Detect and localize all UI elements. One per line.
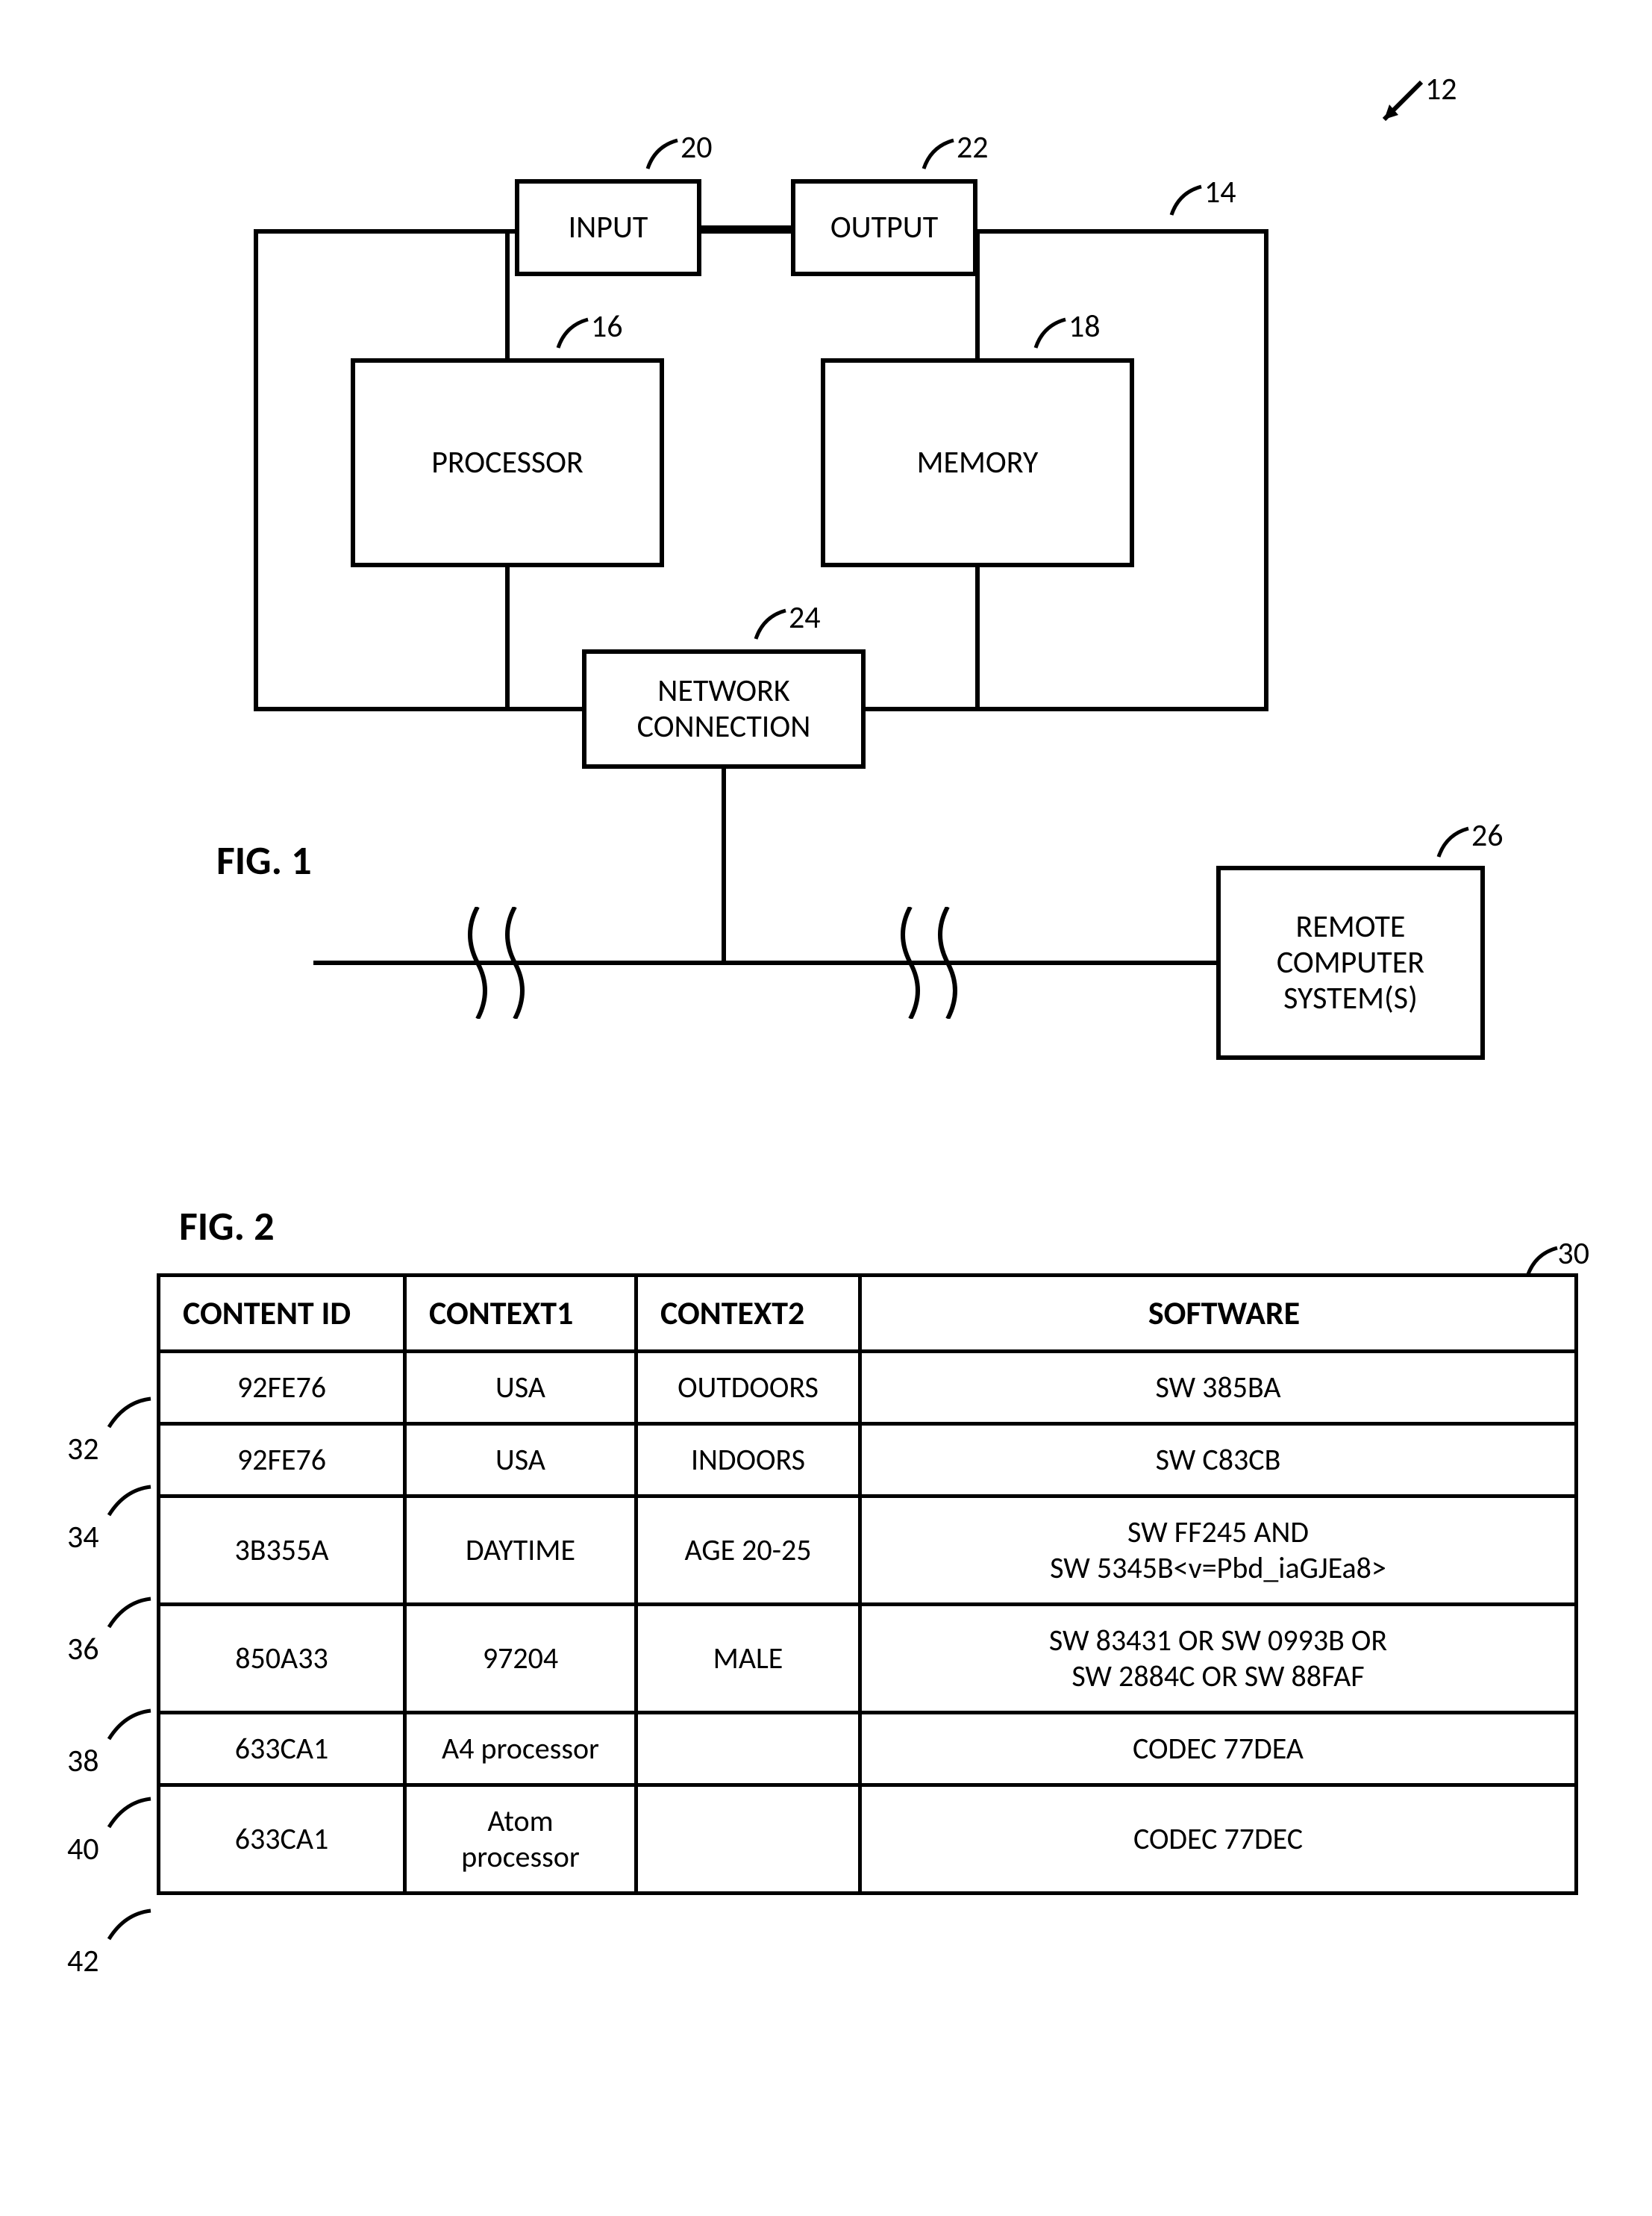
conn-mem-bot [975, 567, 980, 707]
table-cell: INDOORS [636, 1423, 860, 1496]
box-output-label: OUTPUT [830, 210, 938, 246]
box-processor-label: PROCESSOR [431, 445, 583, 481]
box-network-label: NETWORK CONNECTION [637, 673, 811, 746]
col-content-id: CONTENT ID [159, 1276, 405, 1352]
table-wrap: 30 CONTENT ID CONTEXT1 CONTEXT2 SOFTWARE [157, 1273, 1574, 1895]
break-left-2 [500, 907, 530, 1019]
table-cell: CODEC 77DEC [860, 1785, 1577, 1893]
table-cell: AGE 20-25 [636, 1496, 860, 1604]
conn-proc-top [505, 234, 510, 358]
table-cell: 97204 [405, 1604, 636, 1712]
bus-right [1264, 229, 1268, 711]
table-cell: A4 processor [405, 1712, 636, 1785]
table-cell: SW 83431 OR SW 0993B OR SW 2884C OR SW 8… [860, 1604, 1577, 1712]
fig2-label: FIG. 2 [179, 1202, 1622, 1251]
row-ref: 42 [67, 1933, 99, 1971]
table-row: 850A3397204MALESW 83431 OR SW 0993B OR S… [159, 1604, 1577, 1712]
bus-left [254, 229, 258, 711]
table-cell: 633CA1 [159, 1785, 405, 1893]
break-right-2 [933, 907, 963, 1019]
box-memory-label: MEMORY [917, 445, 1039, 481]
table-row: 633CA1Atom processor CODEC 77DEC [159, 1785, 1577, 1893]
table-cell: Atom processor [405, 1785, 636, 1893]
box-output: OUTPUT [791, 179, 977, 276]
conn-net-down [722, 769, 726, 963]
table-row: 92FE76USAINDOORSSW C83CB [159, 1423, 1577, 1496]
table-cell: 92FE76 [159, 1423, 405, 1496]
table-row: 92FE76USAOUTDOORSSW 385BA [159, 1351, 1577, 1423]
box-processor: PROCESSOR [351, 358, 664, 567]
box-network: NETWORK CONNECTION [582, 649, 866, 769]
figure-1: 12 14 INPUT 20 OUTPUT 22 [30, 30, 1622, 1112]
row-ref: 36 [67, 1621, 99, 1659]
box-input-label: INPUT [569, 210, 648, 246]
table-cell: USA [405, 1423, 636, 1496]
fig1-label: FIG. 1 [216, 836, 312, 885]
row-ref: 34 [67, 1509, 99, 1547]
box-remote: REMOTE COMPUTER SYSTEM(S) [1216, 866, 1485, 1060]
col-context2: CONTEXT2 [636, 1276, 860, 1352]
box-memory: MEMORY [821, 358, 1134, 567]
box-remote-label: REMOTE COMPUTER SYSTEM(S) [1277, 909, 1424, 1017]
conn-mem-top [975, 234, 980, 358]
box-input: INPUT [515, 179, 701, 276]
table-cell: DAYTIME [405, 1496, 636, 1604]
ref-30: 30 [1557, 1235, 1589, 1273]
table-cell: 3B355A [159, 1496, 405, 1604]
row-ref: 32 [67, 1421, 99, 1459]
table-cell: CODEC 77DEA [860, 1712, 1577, 1785]
data-table: CONTENT ID CONTEXT1 CONTEXT2 SOFTWARE 92… [157, 1273, 1578, 1895]
figure-2: FIG. 2 30 CONTENT ID CONTEXT1 CONTEX [30, 1202, 1622, 1895]
row-ref: 38 [67, 1733, 99, 1771]
table-row: 633CA1A4 processor CODEC 77DEA [159, 1712, 1577, 1785]
table-cell: 850A33 [159, 1604, 405, 1712]
table-cell: 92FE76 [159, 1351, 405, 1423]
table-row: 3B355ADAYTIMEAGE 20-25SW FF245 AND SW 53… [159, 1496, 1577, 1604]
table-cell: USA [405, 1351, 636, 1423]
row-ref: 40 [67, 1821, 99, 1859]
table-cell: SW 385BA [860, 1351, 1577, 1423]
table-cell [636, 1785, 860, 1893]
break-left-1 [463, 907, 492, 1019]
table-cell: MALE [636, 1604, 860, 1712]
conn-input-output [701, 225, 791, 230]
table-header-row: CONTENT ID CONTEXT1 CONTEXT2 SOFTWARE [159, 1276, 1577, 1352]
table-cell: OUTDOORS [636, 1351, 860, 1423]
table-cell [636, 1712, 860, 1785]
conn-proc-bot [505, 567, 510, 707]
table-cell: SW C83CB [860, 1423, 1577, 1496]
break-right-1 [895, 907, 925, 1019]
col-software: SOFTWARE [860, 1276, 1577, 1352]
table-cell: 633CA1 [159, 1712, 405, 1785]
col-context1: CONTEXT1 [405, 1276, 636, 1352]
table-cell: SW FF245 AND SW 5345B<v=Pbd_iaGJEa8> [860, 1496, 1577, 1604]
net-hbus [313, 961, 1216, 965]
